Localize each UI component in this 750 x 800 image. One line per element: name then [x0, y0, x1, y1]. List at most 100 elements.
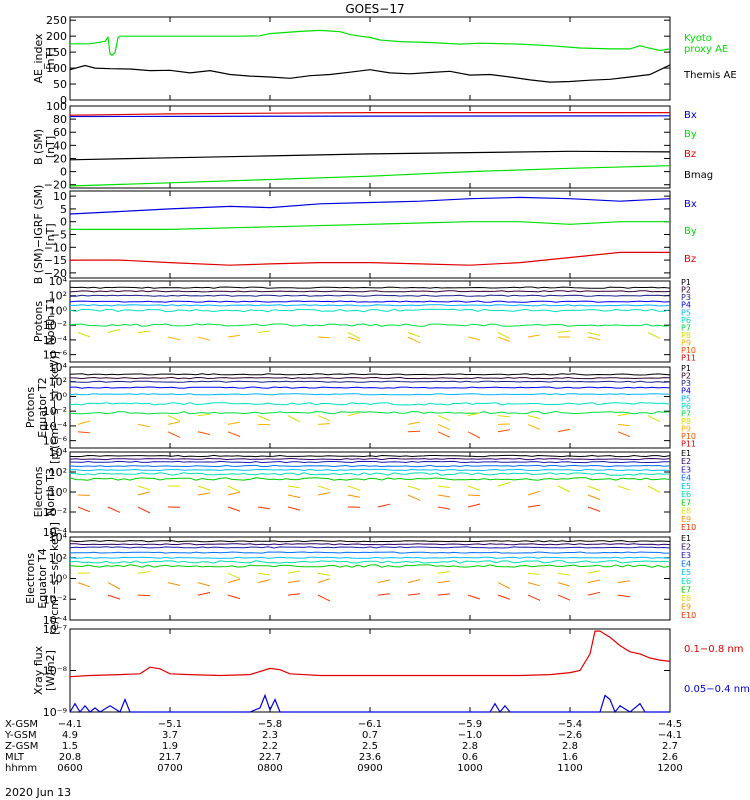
- orbit-cell: 1.5: [62, 741, 78, 752]
- orbit-cell: 2.5: [362, 741, 378, 752]
- flux-line-P7: [69, 410, 671, 415]
- flux-line-P4: [69, 300, 671, 303]
- legend-label: By: [684, 129, 697, 140]
- flux-segments-P8: [167, 412, 661, 423]
- flux-segments-E10: [77, 503, 601, 514]
- series-line-1: [69, 165, 671, 187]
- y-tick-label: 10⁻²: [43, 506, 67, 519]
- y-axis-label: AE_index: [32, 33, 45, 84]
- orbit-cell: −5.8: [258, 719, 282, 730]
- channel-label: P5: [681, 394, 691, 403]
- orbit-table: X-GSMY-GSMZ-GSMMLThhmm−4.14.91.520.80600…: [4, 719, 683, 774]
- orbit-cell: −2.6: [558, 730, 582, 741]
- channel-label: P8: [681, 417, 691, 426]
- channel-label: P1: [681, 364, 691, 373]
- series-line-3: [69, 150, 671, 161]
- panel-frame: [69, 16, 671, 101]
- y-tick-label: 0: [60, 166, 67, 179]
- orbit-cell: −5.9: [458, 719, 482, 730]
- channel-label: E3: [681, 466, 691, 475]
- y-tick-label: 10⁴: [49, 275, 68, 288]
- y-axis-label: [nT]: [44, 47, 57, 69]
- legend-label: Bz: [684, 149, 696, 160]
- series-line-1: [69, 693, 670, 714]
- y-tick-label: 0: [60, 94, 67, 107]
- y-tick-label: 10⁴: [49, 531, 68, 544]
- channel-label: P8: [681, 331, 691, 340]
- flux-segments-E8: [137, 481, 661, 493]
- channel-label: E1: [681, 449, 691, 458]
- legend-label: By: [684, 226, 697, 237]
- y-axis-label: [nT]: [44, 136, 57, 158]
- channel-label: E5: [681, 568, 691, 577]
- flux-line-E1: [69, 454, 671, 458]
- channel-label: P10: [681, 346, 696, 355]
- flux-line-P1: [69, 373, 671, 376]
- channel-label: E8: [681, 507, 691, 516]
- y-axis-label: Equator T4: [36, 548, 49, 608]
- legend-label: Bz: [684, 254, 696, 265]
- channel-label: E1: [681, 534, 691, 543]
- y-tick-label: 200: [46, 30, 67, 43]
- y-tick-label: 10⁻⁴: [43, 334, 68, 347]
- y-tick-label: 10⁰: [49, 390, 68, 403]
- y-axis-label: B (SM): [32, 129, 45, 165]
- flux-line-E3: [70, 460, 670, 464]
- flux-line-P6: [69, 308, 671, 313]
- channel-label: P2: [681, 286, 691, 295]
- orbit-cell: −4.1: [658, 730, 682, 741]
- y-tick-label: 100: [46, 100, 67, 113]
- orbit-row-label: X-GSM: [5, 719, 38, 730]
- orbit-cell: 0.6: [462, 752, 478, 763]
- legend-label: Bx: [684, 199, 697, 210]
- channel-label: P2: [681, 372, 691, 381]
- legend-label: Themis AE: [683, 70, 737, 81]
- y-tick-label: 10⁻⁹: [43, 706, 67, 719]
- y-tick-label: 40: [53, 139, 67, 152]
- channel-label: P7: [681, 409, 691, 418]
- y-tick-label: 10²: [49, 552, 67, 565]
- channel-label: P5: [681, 308, 691, 317]
- orbit-cell: 23.6: [359, 752, 381, 763]
- channel-label: P9: [681, 425, 691, 434]
- channel-label: P4: [681, 387, 691, 396]
- orbit-cell: 1200: [657, 763, 682, 774]
- legend-label: Bx: [684, 110, 697, 121]
- channel-label: E6: [681, 490, 691, 499]
- orbit-cell: 0800: [257, 763, 282, 774]
- channel-label: E7: [681, 585, 691, 594]
- orbit-cell: 20.8: [59, 752, 81, 763]
- y-axis-label: Electrons: [24, 553, 37, 604]
- y-tick-label: 10⁴: [49, 361, 68, 374]
- series-line-2: [69, 111, 670, 116]
- y-axis-label: Protons: [24, 387, 37, 428]
- orbit-cell: 2.8: [462, 741, 478, 752]
- orbit-cell: −4.5: [658, 719, 682, 730]
- y-tick-label: 80: [53, 113, 67, 126]
- flux-line-P2: [69, 376, 671, 380]
- flux-segments-E8: [77, 570, 601, 580]
- flux-line-P5: [69, 393, 671, 396]
- channel-label: P9: [681, 339, 691, 348]
- series-line-1: [70, 221, 670, 230]
- orbit-cell: 2.3: [262, 730, 278, 741]
- orbit-cell: 0600: [57, 763, 82, 774]
- channel-label: P1: [681, 278, 691, 287]
- orbit-cell: 2.8: [562, 741, 578, 752]
- y-tick-label: −15: [44, 254, 67, 267]
- y-axis-label: [e/(cm²−s−sr−keV)]: [48, 522, 61, 635]
- panel-xray: 10⁻⁷ 10⁻⁸ 10⁻⁹ Xray flux [W/m2] 0.1−0.8 nm 0.0…: [32, 623, 750, 719]
- channel-label: E9: [681, 515, 691, 524]
- flux-line-E2: [70, 543, 671, 546]
- y-axis-label: Xray flux: [32, 645, 45, 695]
- orbit-cell: 0700: [157, 763, 182, 774]
- series-line-0: [69, 115, 671, 118]
- flux-line-E4: [69, 551, 670, 554]
- orbit-cell: 2.7: [662, 741, 678, 752]
- orbit-cell: 0.7: [362, 730, 378, 741]
- flux-line-P1: [69, 286, 671, 289]
- orbit-cell: −4.1: [58, 719, 82, 730]
